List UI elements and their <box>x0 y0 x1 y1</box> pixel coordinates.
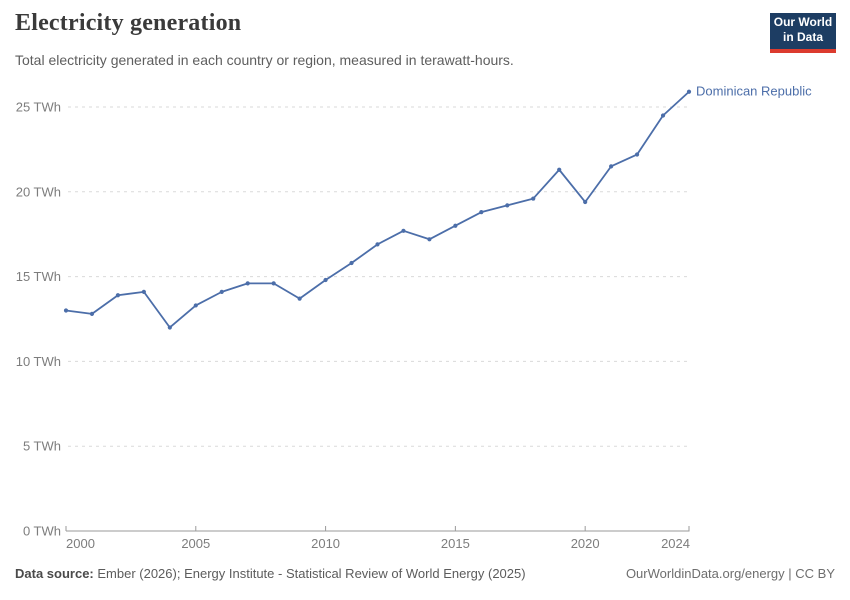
data-point[interactable] <box>479 210 484 215</box>
data-point[interactable] <box>297 296 302 301</box>
data-point[interactable] <box>193 303 198 308</box>
y-axis-tick-label: 25 TWh <box>16 100 61 115</box>
data-point[interactable] <box>660 113 666 118</box>
data-point[interactable] <box>505 203 510 208</box>
data-source-label: Data source: <box>15 566 94 581</box>
series-label: Dominican Republic <box>696 84 812 99</box>
x-axis-tick-label: 2024 <box>661 536 690 551</box>
x-axis-tick-label: 2010 <box>311 536 340 551</box>
owid-logo-line1: Our World <box>773 15 833 29</box>
data-point[interactable] <box>531 196 536 201</box>
data-point[interactable] <box>583 199 588 205</box>
data-point[interactable] <box>167 325 172 330</box>
line-chart-canvas[interactable]: 0 TWh 5 TWh 10 TWh 15 TWh 20 TWh 25 TWh 2000 20… <box>0 0 850 560</box>
data-point[interactable] <box>89 311 95 317</box>
x-axis-tick-label: 2020 <box>571 536 600 551</box>
data-point[interactable] <box>427 237 432 242</box>
data-point[interactable] <box>323 277 328 283</box>
owid-logo[interactable]: Our World in Data <box>770 13 836 53</box>
data-point[interactable] <box>609 164 614 169</box>
y-axis-tick-label: 0 TWh <box>23 524 61 539</box>
data-point[interactable] <box>245 281 250 286</box>
y-axis-tick-label: 10 TWh <box>16 354 61 369</box>
data-point[interactable] <box>634 152 640 157</box>
data-point[interactable] <box>349 260 354 266</box>
data-line[interactable] <box>65 90 690 329</box>
data-source-text: Ember (2026); Energy Institute - Statist… <box>93 566 526 581</box>
y-axis-tick-label: 5 TWh <box>23 439 61 454</box>
data-point[interactable] <box>401 228 406 233</box>
data-point[interactable] <box>219 289 224 294</box>
x-axis-tick-label: 2005 <box>181 536 210 551</box>
page-title: Electricity generation <box>15 10 242 36</box>
data-point[interactable] <box>453 223 458 228</box>
data-point[interactable] <box>375 242 380 247</box>
owid-logo-line2: in Data <box>782 30 823 44</box>
data-source-note: Data source: Ember (2026); Energy Instit… <box>15 566 526 581</box>
data-point[interactable] <box>115 293 121 298</box>
chart-subtitle: Total electricity generated in each coun… <box>15 52 514 68</box>
data-point[interactable] <box>271 281 276 286</box>
license-link[interactable]: OurWorldinData.org/energy | CC BY <box>625 566 835 581</box>
x-axis-tick-label: 2000 <box>66 536 95 551</box>
data-point[interactable] <box>686 89 692 94</box>
y-axis-tick-label: 20 TWh <box>16 184 61 199</box>
x-axis-tick-label: 2015 <box>441 536 470 551</box>
data-point[interactable] <box>557 167 562 172</box>
data-point[interactable] <box>63 308 69 313</box>
data-point[interactable] <box>141 289 146 294</box>
y-axis-tick-label: 15 TWh <box>16 269 61 284</box>
